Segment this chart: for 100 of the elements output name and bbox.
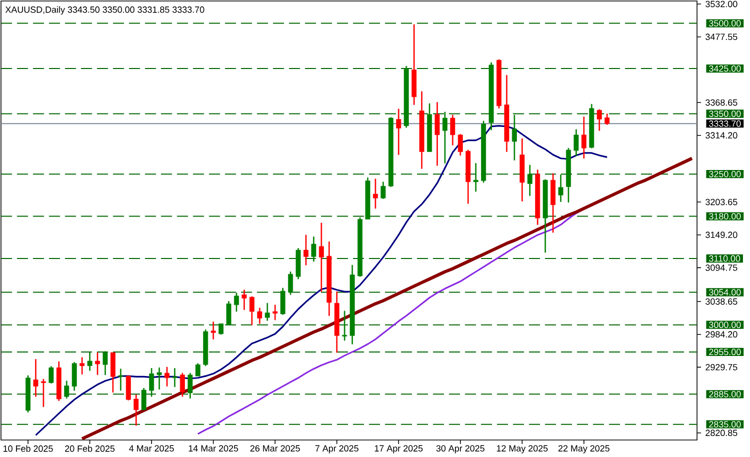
candlestick bbox=[581, 116, 586, 159]
candlestick bbox=[210, 322, 216, 340]
ref-line-label: 3180.00 bbox=[709, 213, 741, 220]
y-tick-label: 2929.75 bbox=[706, 364, 738, 370]
candlestick bbox=[234, 292, 239, 312]
candlestick bbox=[26, 375, 30, 412]
ref-line-label: 3250.00 bbox=[709, 170, 741, 178]
ref-line-label: 2835.00 bbox=[709, 421, 741, 428]
candlestick bbox=[542, 179, 548, 253]
candlestick bbox=[450, 114, 456, 146]
candlestick bbox=[110, 352, 116, 393]
x-tick-label: 30 Apr 2025 bbox=[436, 445, 484, 454]
candlestick bbox=[64, 380, 70, 399]
x-tick-label: 12 May 2025 bbox=[496, 445, 548, 454]
x-tick-label: 22 May 2025 bbox=[558, 445, 610, 454]
candlestick bbox=[442, 112, 448, 164]
candlestick bbox=[126, 375, 131, 400]
candlestick bbox=[589, 104, 594, 148]
candlestick bbox=[596, 109, 602, 131]
y-tick-label: 3477.55 bbox=[706, 34, 738, 40]
y-tick-label: 3532.00 bbox=[706, 0, 738, 8]
candlestick bbox=[535, 170, 540, 225]
candlestick bbox=[134, 394, 139, 426]
candlestick bbox=[72, 362, 77, 391]
candlestick bbox=[156, 367, 162, 390]
candlestick bbox=[304, 234, 308, 266]
candlestick bbox=[141, 388, 146, 410]
y-tick-label: 3149.20 bbox=[706, 232, 738, 238]
candlestick bbox=[358, 217, 362, 277]
y-tick-label: 3314.20 bbox=[706, 132, 738, 139]
candlestick bbox=[203, 329, 208, 366]
candlestick bbox=[388, 117, 394, 187]
candlestick bbox=[550, 173, 556, 233]
candlestick bbox=[488, 62, 494, 130]
candlestick bbox=[249, 296, 254, 325]
ref-line-label: 3333.70 bbox=[709, 120, 741, 127]
ref-line-label: 3000.00 bbox=[709, 322, 741, 328]
candlestick bbox=[242, 290, 247, 310]
candlestick bbox=[41, 378, 46, 407]
y-tick-label: 3038.65 bbox=[706, 298, 738, 305]
candlestick bbox=[164, 366, 170, 386]
candlestick bbox=[466, 150, 471, 204]
candlestick bbox=[172, 368, 178, 388]
candlestick bbox=[118, 368, 124, 391]
x-tick-label: 17 Apr 2025 bbox=[374, 445, 423, 454]
candlestick bbox=[527, 164, 532, 196]
candlestick bbox=[56, 361, 62, 401]
y-tick-label: 2984.20 bbox=[706, 331, 738, 338]
candlestick bbox=[180, 372, 185, 397]
candlestick bbox=[280, 288, 286, 315]
candlestick bbox=[380, 182, 386, 199]
text: XAUUSD,Daily 3343.50 3350.00 3331.85 3333.70 bbox=[5, 6, 204, 15]
candlestick bbox=[318, 222, 324, 292]
candlestick bbox=[80, 357, 85, 374]
candlestick bbox=[48, 366, 54, 384]
candlestick bbox=[496, 59, 502, 108]
x-tick-label: 10 Feb 2025 bbox=[4, 445, 53, 452]
candlestick bbox=[87, 352, 92, 371]
ref-line-label: 2885.00 bbox=[709, 390, 741, 398]
candlestick bbox=[195, 363, 200, 376]
x-tick-label: 4 Mar 2025 bbox=[129, 445, 174, 452]
candlestick bbox=[419, 91, 424, 169]
candlestick bbox=[218, 323, 224, 335]
y-tick-label: 3203.65 bbox=[706, 198, 738, 206]
candlestick bbox=[427, 103, 432, 152]
ref-line-label: 3054.00 bbox=[709, 289, 741, 296]
candlestick bbox=[334, 292, 340, 353]
ref-line-label: 3500.00 bbox=[709, 20, 741, 26]
y-tick-label: 3368.65 bbox=[706, 99, 738, 106]
x-tick-label: 14 Mar 2025 bbox=[188, 445, 238, 452]
candlestick bbox=[558, 174, 564, 202]
candlestick bbox=[264, 302, 270, 321]
candlestick bbox=[311, 236, 316, 262]
candlestick bbox=[226, 301, 232, 325]
candlestick bbox=[512, 114, 517, 160]
candlestick bbox=[365, 178, 370, 220]
candlestick bbox=[574, 129, 579, 156]
candlestick bbox=[566, 148, 571, 203]
candlestick bbox=[272, 304, 278, 320]
candlestick bbox=[33, 359, 38, 397]
ref-line-label: 3350.00 bbox=[709, 110, 741, 117]
candlestick bbox=[458, 134, 463, 156]
x-tick-label: 7 Apr 2025 bbox=[315, 445, 358, 454]
candlestick bbox=[473, 163, 478, 192]
ref-line-label: 3425.00 bbox=[709, 65, 741, 72]
y-tick-label: 2820.85 bbox=[706, 430, 738, 436]
candlestick bbox=[412, 24, 417, 105]
candlestick bbox=[288, 272, 293, 295]
candlestick bbox=[404, 66, 409, 128]
ref-line-label: 3110.00 bbox=[709, 255, 740, 262]
candlestick bbox=[504, 75, 510, 152]
candlestick bbox=[326, 241, 332, 316]
candlestick bbox=[149, 368, 154, 397]
candlestick bbox=[604, 114, 610, 125]
candlestick bbox=[296, 248, 301, 280]
y-tick-label: 3094.75 bbox=[706, 264, 738, 271]
candlestick bbox=[102, 351, 108, 376]
candlestick bbox=[434, 102, 440, 166]
candlestick bbox=[520, 138, 525, 202]
candlestick bbox=[481, 120, 486, 183]
